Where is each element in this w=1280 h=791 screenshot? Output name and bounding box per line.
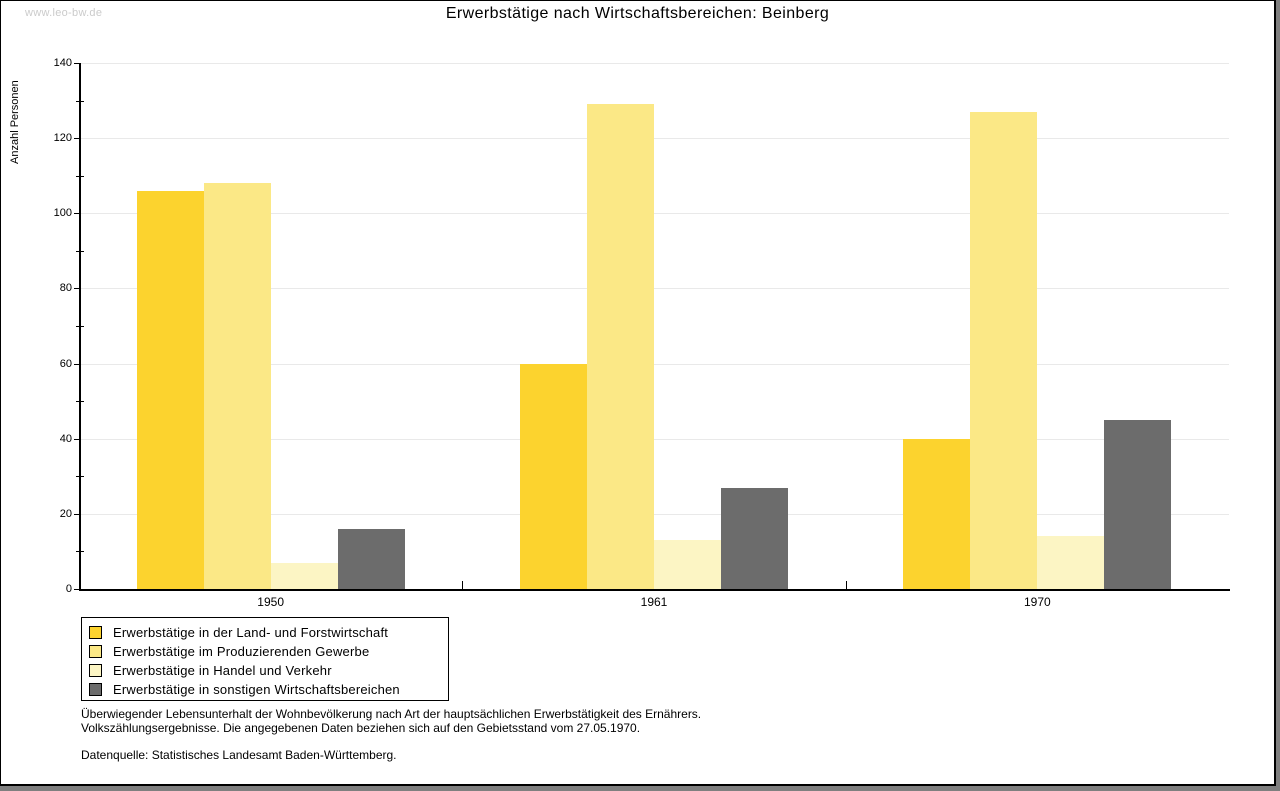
bar-1970-series-4 bbox=[1104, 419, 1172, 589]
legend-label: Erwerbstätige in der Land- und Forstwirt… bbox=[113, 625, 389, 640]
y-tick-label: 0 bbox=[65, 583, 72, 595]
legend-label: Erwerbstätige in sonstigen Wirtschaftsbe… bbox=[113, 682, 400, 697]
y-tick bbox=[74, 138, 79, 140]
y-tick-label: 140 bbox=[53, 57, 72, 69]
watermark: www.leo-bw.de bbox=[25, 7, 103, 19]
legend-item: Erwerbstätige im Produzierenden Gewerbe bbox=[89, 642, 442, 661]
x-tick-label: 1970 bbox=[1023, 595, 1051, 609]
legend-label: Erwerbstätige im Produzierenden Gewerbe bbox=[113, 644, 370, 659]
legend-label: Erwerbstätige in Handel und Verkehr bbox=[113, 663, 332, 678]
y-tick bbox=[74, 363, 79, 365]
gridline bbox=[79, 363, 1229, 365]
gridline bbox=[79, 138, 1229, 140]
gridline bbox=[79, 288, 1229, 290]
footnote-line-2: Volkszählungsergebnisse. Die angegebenen… bbox=[81, 721, 641, 735]
legend-swatch bbox=[89, 664, 102, 677]
legend-item: Erwerbstätige in der Land- und Forstwirt… bbox=[89, 623, 442, 642]
y-tick-label: 60 bbox=[59, 357, 72, 370]
x-category-tick bbox=[845, 581, 847, 589]
x-tick-label: 1961 bbox=[640, 595, 668, 609]
y-tick bbox=[74, 438, 79, 440]
legend-item: Erwerbstätige in sonstigen Wirtschaftsbe… bbox=[89, 680, 442, 699]
bar-1970-series-3 bbox=[1037, 536, 1105, 589]
y-tick-label: 100 bbox=[53, 207, 72, 220]
legend-swatch bbox=[89, 626, 102, 639]
y-tick bbox=[74, 288, 79, 290]
y-tick-label: 120 bbox=[53, 132, 72, 145]
bar-1970-series-2 bbox=[970, 111, 1038, 589]
x-category-tick bbox=[462, 581, 464, 589]
bar-1950-series-3 bbox=[270, 562, 338, 589]
y-tick-label: 40 bbox=[59, 432, 72, 445]
x-tick-label: 1950 bbox=[257, 595, 284, 609]
y-tick bbox=[74, 589, 79, 590]
y-tick bbox=[74, 63, 79, 64]
bar-1950-series-2 bbox=[203, 183, 271, 589]
bar-1961-series-2 bbox=[587, 104, 654, 589]
legend-swatch bbox=[89, 683, 102, 696]
bar-1950-series-4 bbox=[337, 528, 405, 589]
legend-item: Erwerbstätige in Handel und Verkehr bbox=[89, 661, 442, 680]
bar-1961-series-3 bbox=[654, 540, 721, 589]
footnotes: Überwiegender Lebensunterhalt der Wohnbe… bbox=[81, 707, 701, 762]
y-axis-line bbox=[79, 63, 81, 589]
y-tick bbox=[74, 513, 79, 515]
bar-1970-series-1 bbox=[903, 438, 971, 589]
gridline bbox=[79, 63, 1229, 64]
gridline bbox=[79, 213, 1229, 215]
x-axis-line bbox=[79, 589, 1230, 591]
chart-title: Erwerbstätige nach Wirtschaftsbereichen:… bbox=[445, 5, 830, 22]
gridline bbox=[79, 438, 1229, 440]
legend-swatch bbox=[89, 645, 102, 658]
gridline bbox=[79, 513, 1229, 515]
y-tick bbox=[74, 213, 79, 215]
legend: Erwerbstätige in der Land- und Forstwirt… bbox=[81, 617, 449, 701]
footnote-line-1: Überwiegender Lebensunterhalt der Wohnbe… bbox=[81, 707, 702, 721]
y-tick-label: 80 bbox=[59, 282, 72, 295]
data-source: Datenquelle: Statistisches Landesamt Bad… bbox=[81, 748, 397, 762]
y-tick-label: 20 bbox=[59, 507, 72, 520]
bar-1961-series-4 bbox=[721, 487, 788, 589]
bar-1950-series-1 bbox=[136, 190, 204, 589]
bar-1961-series-1 bbox=[520, 363, 587, 589]
